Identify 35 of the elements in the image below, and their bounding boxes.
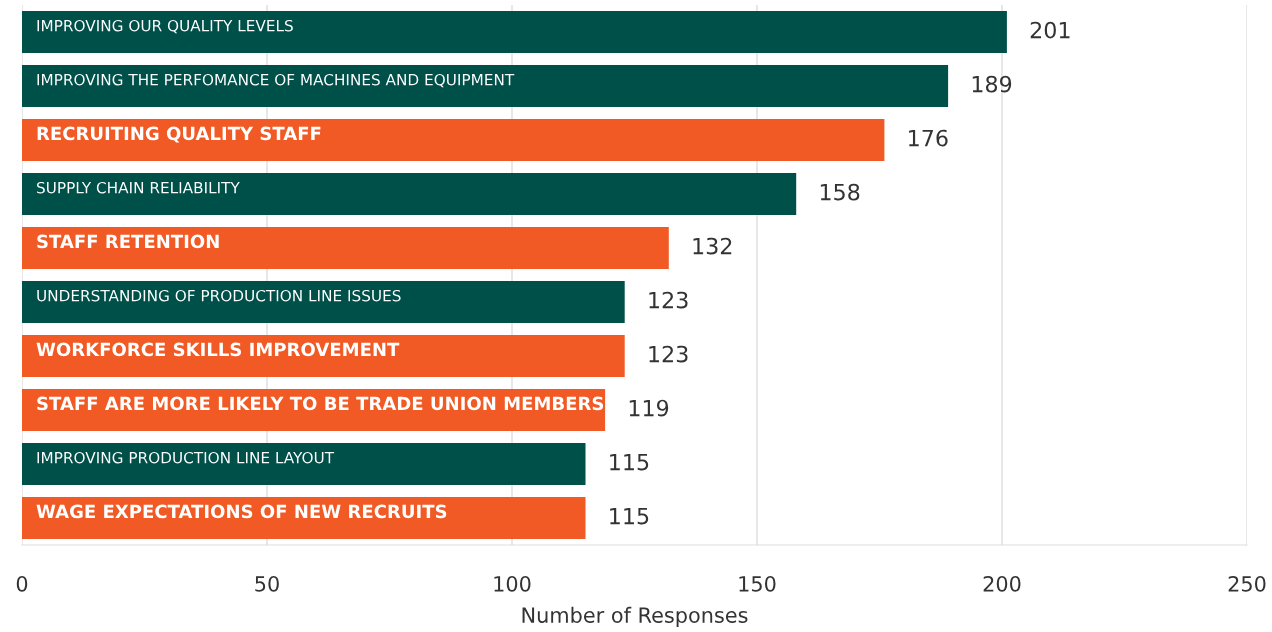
y-tick-label: WORKFORCE SKILLS IMPROVEMENT: [36, 342, 400, 357]
bar: [22, 118, 885, 162]
x-axis-title: Number of Responses: [522, 606, 748, 627]
bar: [22, 64, 949, 108]
y-tick-label: IMPROVING PRODUCTION LINE LAYOUT: [37, 451, 335, 464]
data-label: 189: [972, 75, 1012, 93]
y-tick-label: STAFF ARE MORE LIKELY TO BE TRADE UNION MEMBERS: [37, 396, 604, 411]
data-label: 201: [1030, 21, 1070, 39]
y-tick-label: SUPPLY CHAIN RELIABILITY: [37, 181, 240, 194]
y-tick-label: RECRUITING QUALITY STAFF: [37, 126, 321, 143]
x-tick-label: 150: [739, 575, 776, 592]
bar: [22, 280, 625, 324]
y-tick-label: WAGE EXPECTATIONS OF NEW RECRUITS: [36, 504, 447, 519]
y-tick-label: UNDERSTANDING OF PRODUCTION LINE ISSUES: [37, 289, 401, 302]
data-label: 123: [649, 291, 688, 309]
x-tick-label: 0: [16, 575, 28, 592]
bar: [22, 442, 586, 486]
data-label: 158: [820, 183, 860, 201]
bar: [22, 226, 669, 270]
y-tick-label: IMPROVING THE PERFOMANCE OF MACHINES AND EQUIPMENT: [37, 73, 515, 88]
bar: [22, 172, 797, 216]
x-tick-label: 200: [983, 575, 1021, 592]
y-tick-label: STAFF RETENTION: [37, 234, 219, 249]
data-label: 132: [693, 237, 732, 255]
x-tick-label: 250: [1228, 575, 1266, 592]
data-label: 176: [909, 129, 948, 147]
data-label: 123: [649, 345, 688, 363]
x-tick-label: 100: [494, 575, 531, 592]
data-label: 115: [610, 453, 649, 471]
bar: [22, 334, 625, 378]
data-label: 115: [610, 507, 649, 525]
x-tick-label: 50: [255, 575, 279, 592]
bar: [22, 10, 1007, 54]
data-label: 119: [629, 399, 669, 417]
y-tick-label: IMPROVING OUR QUALITY LEVELS: [37, 19, 293, 34]
